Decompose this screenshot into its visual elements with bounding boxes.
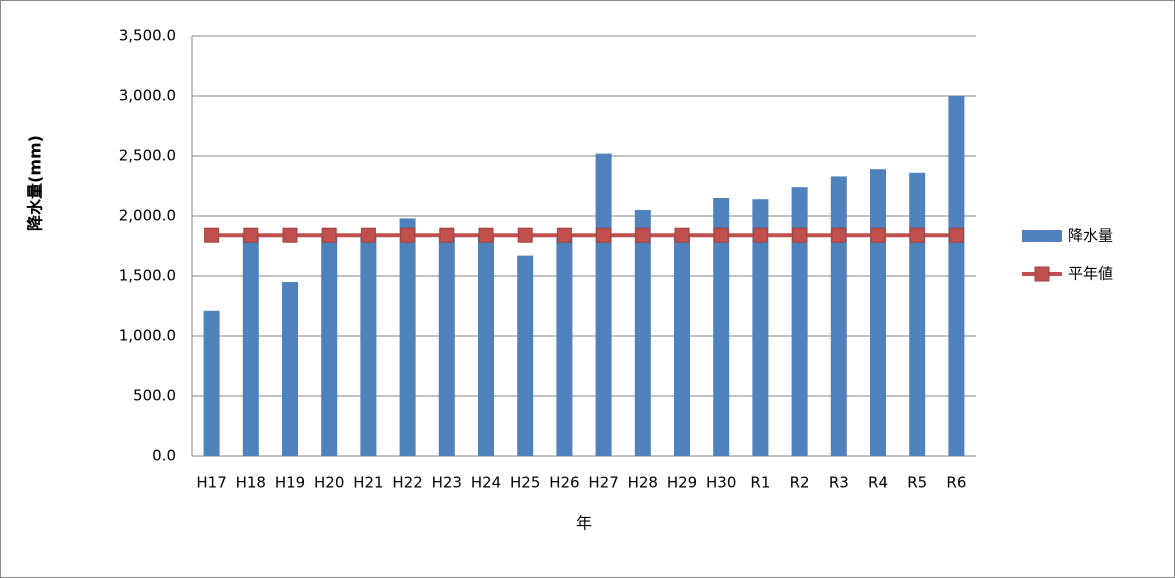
x-tick-label: H19 <box>275 474 305 492</box>
bar <box>360 234 377 456</box>
line-marker <box>517 227 533 243</box>
x-tick-label: H17 <box>196 474 226 492</box>
bar <box>203 310 220 456</box>
x-tick-label: R5 <box>907 474 927 492</box>
bar <box>674 235 690 456</box>
legend-label: 降水量 <box>1068 227 1113 245</box>
bar <box>399 218 416 456</box>
x-tick-label: R6 <box>946 474 966 492</box>
line-marker <box>243 227 259 243</box>
y-tick-label: 500.0 <box>133 387 176 405</box>
bar <box>517 255 534 456</box>
y-tick-label: 2,500.0 <box>119 147 176 165</box>
line-marker <box>478 227 494 243</box>
line-marker <box>439 227 455 243</box>
legend-marker <box>1034 266 1050 282</box>
x-tick-label: H18 <box>236 474 266 492</box>
line-marker <box>635 227 651 243</box>
line-marker <box>596 227 612 243</box>
x-tick-label: H28 <box>628 474 658 492</box>
x-tick-label: H27 <box>588 474 618 492</box>
x-tick-label: R3 <box>829 474 849 492</box>
line-marker <box>321 227 337 243</box>
legend-swatch <box>1022 230 1062 242</box>
x-tick-label: H24 <box>471 474 501 492</box>
x-tick-label: H22 <box>392 474 422 492</box>
line-marker <box>713 227 729 243</box>
line-marker <box>204 227 220 243</box>
bar <box>791 187 808 456</box>
y-axis-label: 降水量(mm) <box>26 135 45 231</box>
line-marker <box>360 227 376 243</box>
bar <box>948 96 965 456</box>
bar <box>321 234 338 456</box>
bar <box>634 210 651 456</box>
x-tick-label: H21 <box>353 474 383 492</box>
bar <box>438 234 455 456</box>
legend-label: 平年値 <box>1068 265 1113 283</box>
line-marker <box>400 227 416 243</box>
line-marker <box>674 227 690 243</box>
x-axis-label: 年 <box>576 514 592 533</box>
x-tick-label: H26 <box>549 474 579 492</box>
bar <box>909 172 926 457</box>
x-tick-label: H29 <box>667 474 697 492</box>
line-marker <box>752 227 768 243</box>
bar <box>830 176 847 456</box>
line-marker <box>792 227 808 243</box>
line-marker <box>948 227 964 243</box>
bar <box>478 234 494 456</box>
bar <box>713 198 730 456</box>
bar <box>556 234 573 456</box>
bar <box>752 199 769 456</box>
bar <box>870 169 886 456</box>
y-tick-label: 1,500.0 <box>119 267 176 285</box>
y-tick-label: 1,000.0 <box>119 327 176 345</box>
bar <box>282 282 298 456</box>
y-tick-label: 0.0 <box>152 447 176 465</box>
bar <box>595 153 612 456</box>
line-marker <box>831 227 847 243</box>
line-marker <box>556 227 572 243</box>
x-tick-label: H25 <box>510 474 540 492</box>
bar <box>242 232 259 456</box>
line-marker <box>909 227 925 243</box>
x-tick-label: H30 <box>706 474 736 492</box>
line-marker <box>282 227 298 243</box>
x-tick-label: H23 <box>432 474 462 492</box>
y-tick-label: 2,000.0 <box>119 207 176 225</box>
x-tick-label: H20 <box>314 474 344 492</box>
x-tick-label: R1 <box>750 474 770 492</box>
x-tick-label: R2 <box>790 474 810 492</box>
line-marker <box>870 227 886 243</box>
x-tick-label: R4 <box>868 474 888 492</box>
y-tick-label: 3,500.0 <box>119 27 176 45</box>
y-tick-label: 3,000.0 <box>119 87 176 105</box>
